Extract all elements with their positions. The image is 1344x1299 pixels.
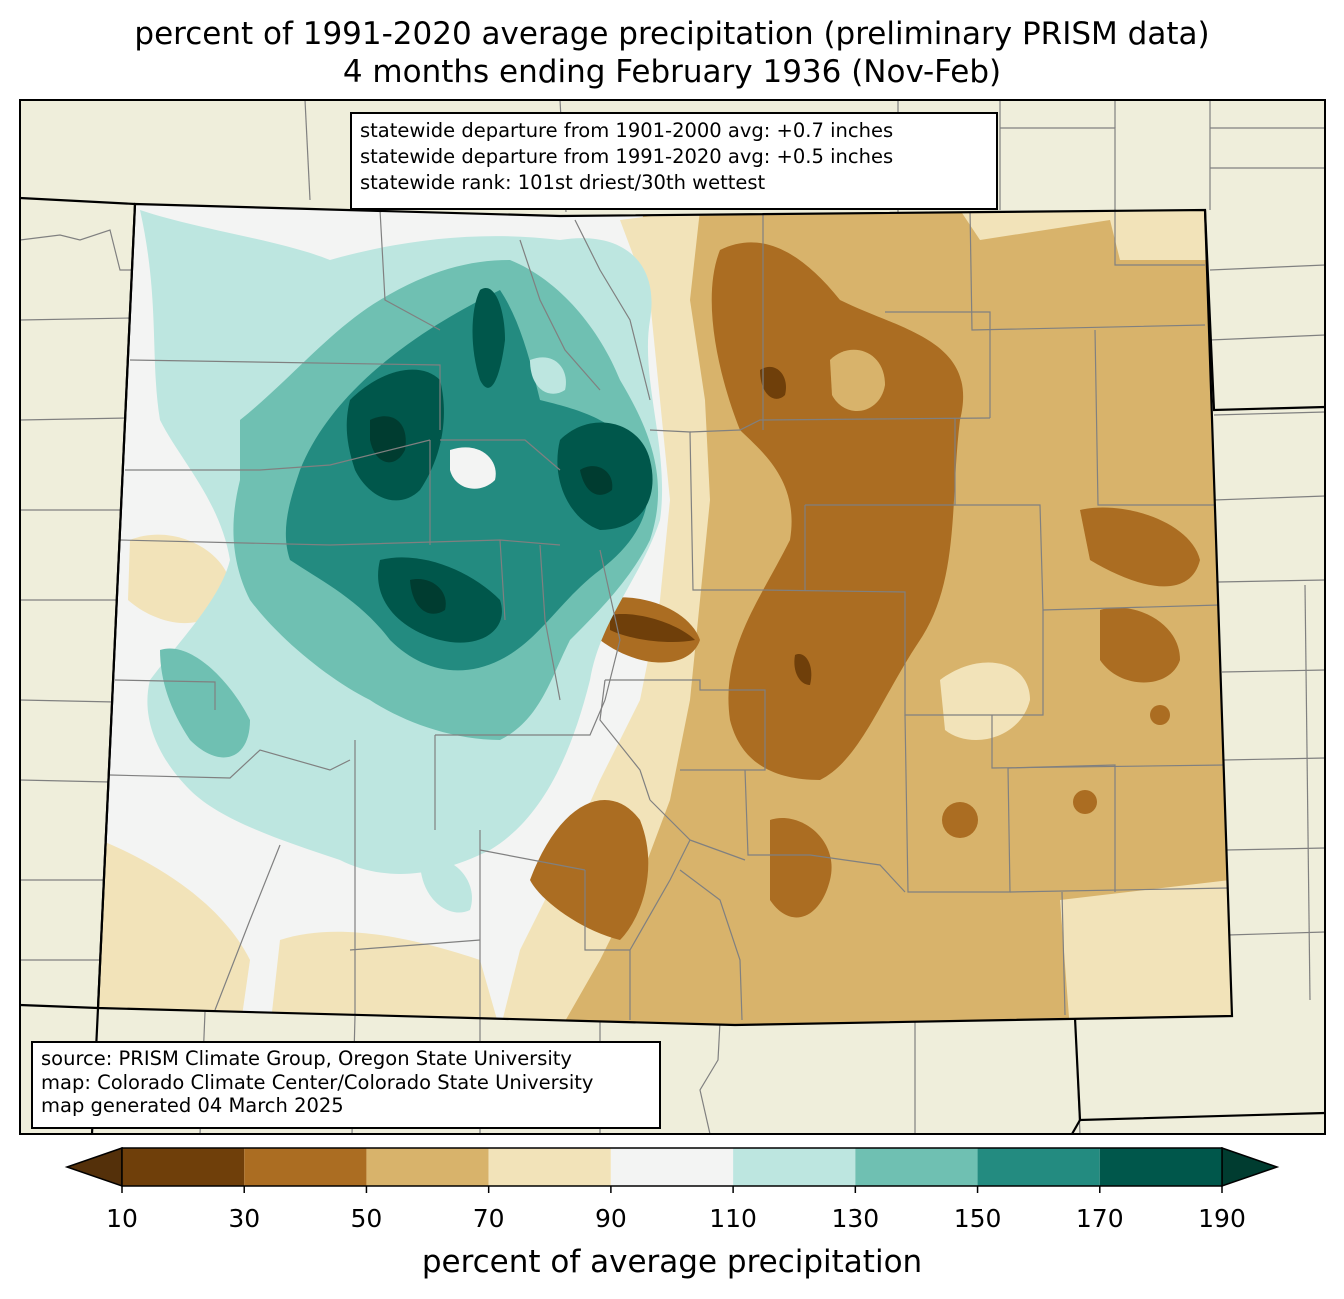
colorbar-tick-label: 30: [228, 1204, 261, 1233]
colorbar-bin-4: [610, 1148, 734, 1186]
colorbar-bin-2: [366, 1148, 489, 1186]
map-title-line2: 4 months ending February 1936 (Nov-Feb): [342, 54, 1002, 90]
colorbar-tick-label: 70: [472, 1204, 505, 1233]
map-frame: [19, 99, 1326, 1135]
statewide-stats-box: statewide departure from 1901-2000 avg: …: [350, 112, 998, 210]
colorbar-outline: [121, 1147, 1223, 1187]
colorbar-label: percent of average precipitation: [421, 1244, 923, 1280]
colorbar-tick-label: 170: [1075, 1204, 1124, 1233]
colorbar-tick-label: 90: [594, 1204, 627, 1233]
colorbar-bin-6: [855, 1148, 978, 1186]
source-line-2: map: Colorado Climate Center/Colorado St…: [41, 1070, 594, 1094]
source-line-3: map generated 04 March 2025: [41, 1094, 344, 1117]
stats-line-3: statewide rank: 101st driest/30th wettes…: [360, 171, 766, 194]
colorbar-tick-label: 10: [106, 1204, 138, 1233]
map-title-line1: percent of 1991-2020 average precipitati…: [134, 16, 1210, 52]
stats-line-1: statewide departure from 1901-2000 avg: …: [360, 119, 894, 142]
source-line-1: source: PRISM Climate Group, Oregon Stat…: [41, 1047, 572, 1070]
colorbar-tick-label: 130: [831, 1204, 880, 1233]
source-box: source: PRISM Climate Group, Oregon Stat…: [31, 1041, 661, 1129]
colorbar-tick-label: 150: [953, 1204, 1002, 1233]
colorbar-bin-1: [244, 1148, 367, 1186]
colorbar-bin-0: [122, 1148, 245, 1186]
county-lines: [109, 209, 1231, 1021]
colorbar-tick-label: 190: [1198, 1204, 1246, 1233]
colorbar-bin-5: [733, 1148, 856, 1186]
colorbar-bin-3: [488, 1148, 611, 1186]
colorbar-bin-7: [977, 1148, 1100, 1186]
colorbar-tick-label: 50: [350, 1204, 383, 1233]
colorbar-bin-8: [1099, 1148, 1222, 1186]
stats-line-2: statewide departure from 1991-2020 avg: …: [360, 145, 894, 168]
colorbar: [64, 1146, 1280, 1193]
colorbar-under-arrow: [64, 1146, 123, 1188]
colorbar-tick-label: 110: [709, 1204, 757, 1233]
precipitation-field: [98, 204, 1232, 1025]
colorbar-over-arrow: [1221, 1146, 1280, 1188]
